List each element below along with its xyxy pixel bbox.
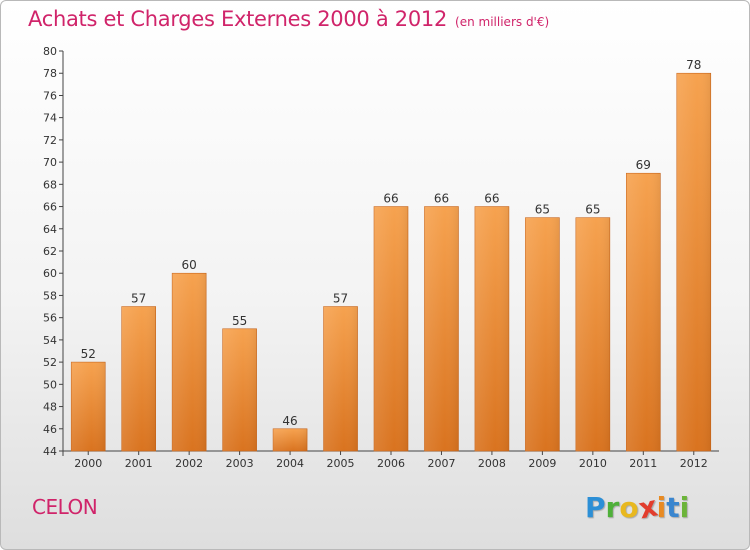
bar-shine: [172, 273, 207, 451]
data-label: 57: [131, 292, 146, 306]
bar-shine: [374, 206, 408, 451]
logo-letter: o: [619, 491, 639, 524]
y-tick-label: 44: [43, 445, 57, 458]
x-tick-label: 2003: [226, 457, 254, 470]
bar-shine: [424, 206, 459, 451]
x-tick-label: 2011: [629, 457, 657, 470]
data-label: 78: [686, 58, 701, 72]
y-tick-label: 68: [43, 178, 57, 191]
data-label: 57: [333, 292, 348, 306]
data-label: 46: [282, 414, 297, 428]
y-tick-label: 78: [43, 67, 57, 80]
data-label: 69: [636, 158, 651, 172]
x-tick-label: 2010: [579, 457, 607, 470]
y-tick-label: 80: [43, 45, 57, 58]
logo-letter: r: [605, 491, 620, 524]
data-label: 52: [81, 347, 96, 361]
data-label: 60: [182, 258, 197, 272]
bar-shine: [626, 173, 661, 451]
bar-shine: [323, 306, 358, 451]
chart-title: Achats et Charges Externes 2000 à 2012: [28, 7, 448, 31]
x-tick-label: 2001: [125, 457, 153, 470]
x-tick-label: 2012: [680, 457, 708, 470]
chart-title-block: Achats et Charges Externes 2000 à 2012 (e…: [28, 7, 549, 31]
x-tick-label: 2007: [427, 457, 455, 470]
y-tick-label: 50: [43, 378, 57, 391]
proxiti-logo: Proxiti: [585, 489, 690, 525]
logo-letter: i: [656, 491, 667, 524]
data-label: 66: [383, 192, 398, 206]
bar-shine: [71, 362, 106, 451]
data-label: 66: [484, 192, 499, 206]
y-tick-label: 54: [43, 334, 57, 347]
logo-letter: t: [666, 491, 680, 524]
x-tick-label: 2008: [478, 457, 506, 470]
bar-shine: [121, 306, 156, 451]
bar-shine: [474, 206, 509, 451]
bar-shine: [676, 73, 711, 451]
bar-shine: [525, 217, 560, 451]
y-tick-label: 56: [43, 312, 57, 325]
x-tick-label: 2006: [377, 457, 405, 470]
bar-shine: [273, 428, 308, 451]
y-tick-label: 72: [43, 134, 57, 147]
commune-name: CELON: [32, 495, 98, 519]
y-tick-label: 74: [43, 112, 57, 125]
bar-shine: [222, 328, 257, 451]
y-tick-label: 64: [43, 223, 57, 236]
y-tick-label: 62: [43, 245, 57, 258]
y-tick-label: 60: [43, 267, 57, 280]
y-tick-label: 46: [43, 423, 57, 436]
x-tick-label: 2009: [528, 457, 556, 470]
chart-unit: (en milliers d'€): [455, 15, 550, 29]
y-tick-label: 52: [43, 356, 57, 369]
x-tick-label: 2000: [74, 457, 102, 470]
y-tick-label: 66: [43, 201, 57, 214]
y-tick-label: 58: [43, 289, 57, 302]
data-label: 55: [232, 314, 247, 328]
data-label: 65: [535, 203, 550, 217]
logo-letter: i: [679, 491, 690, 524]
x-tick-label: 2002: [175, 457, 203, 470]
data-label: 66: [434, 192, 449, 206]
x-tick-label: 2004: [276, 457, 304, 470]
y-tick-label: 70: [43, 156, 57, 169]
y-tick-label: 48: [43, 401, 57, 414]
x-tick-label: 2005: [327, 457, 355, 470]
y-tick-label: 76: [43, 89, 57, 102]
logo-letter: P: [585, 491, 606, 524]
bar-shine: [575, 217, 610, 451]
data-label: 65: [585, 203, 600, 217]
